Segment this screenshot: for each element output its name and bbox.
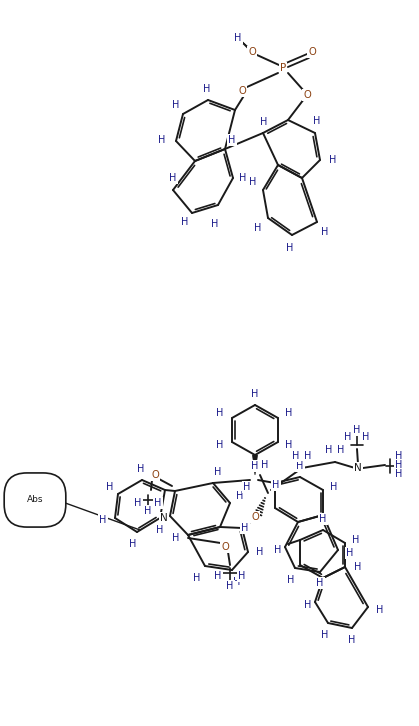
Text: H: H <box>203 84 211 94</box>
Text: H: H <box>214 467 222 477</box>
Text: H: H <box>325 445 333 455</box>
Text: H: H <box>395 469 403 479</box>
Text: H: H <box>274 545 282 555</box>
Text: H: H <box>285 440 293 450</box>
Text: H: H <box>376 605 384 615</box>
Text: H: H <box>260 117 268 127</box>
Text: O: O <box>251 512 259 522</box>
Text: O: O <box>303 90 311 100</box>
Text: H: H <box>353 425 361 435</box>
Text: H: H <box>216 408 224 418</box>
Text: H: H <box>272 480 280 490</box>
Text: H: H <box>99 515 107 525</box>
Text: H: H <box>241 523 249 533</box>
Text: O: O <box>151 470 159 480</box>
Text: H: H <box>251 461 259 471</box>
Text: P: P <box>280 63 286 73</box>
Text: H: H <box>228 135 236 145</box>
Text: N: N <box>160 513 168 523</box>
Text: H: H <box>234 33 242 43</box>
Text: H: H <box>285 408 293 418</box>
Text: H: H <box>304 451 312 461</box>
Text: H: H <box>154 498 162 508</box>
Text: H: H <box>313 116 321 126</box>
Text: H: H <box>233 577 241 587</box>
Text: H: H <box>286 243 294 253</box>
Text: H: H <box>316 578 324 588</box>
Text: Abs: Abs <box>27 496 43 505</box>
Text: O: O <box>221 542 229 552</box>
Text: H: H <box>172 100 180 110</box>
Text: H: H <box>158 135 166 145</box>
Text: H: H <box>193 573 201 583</box>
Text: H: H <box>261 460 269 470</box>
Text: H: H <box>256 547 264 557</box>
Text: H: H <box>243 482 251 492</box>
Text: H: H <box>296 461 304 471</box>
Text: H: H <box>106 482 114 492</box>
Polygon shape <box>253 455 258 475</box>
Text: H: H <box>134 498 142 508</box>
Text: H: H <box>226 581 234 591</box>
Text: H: H <box>395 460 403 470</box>
Text: H: H <box>362 432 370 442</box>
Text: O: O <box>238 86 246 96</box>
Text: H: H <box>238 571 246 581</box>
Text: H: H <box>344 432 352 442</box>
Text: H: H <box>254 223 262 233</box>
Text: H: H <box>321 630 328 640</box>
Text: H: H <box>354 562 362 572</box>
Text: H: H <box>129 539 137 549</box>
Text: H: H <box>348 635 356 645</box>
Text: H: H <box>337 445 345 455</box>
Text: H: H <box>216 440 224 450</box>
Text: H: H <box>292 451 300 461</box>
Text: H: H <box>169 173 177 183</box>
Text: H: H <box>236 491 244 501</box>
Text: H: H <box>287 575 295 585</box>
Text: H: H <box>330 482 338 492</box>
Text: H: H <box>181 217 189 227</box>
Text: H: H <box>321 227 328 237</box>
Text: H: H <box>347 548 354 558</box>
Text: H: H <box>395 451 403 461</box>
Text: H: H <box>319 514 327 524</box>
Text: H: H <box>239 173 247 183</box>
Text: N: N <box>354 463 362 473</box>
Text: H: H <box>144 506 152 516</box>
Text: O: O <box>248 47 256 57</box>
Text: H: H <box>214 571 222 581</box>
Text: H: H <box>304 600 312 610</box>
Text: H: H <box>249 177 257 187</box>
Text: H: H <box>329 155 337 165</box>
Text: H: H <box>137 464 145 474</box>
Text: H: H <box>251 389 259 399</box>
Text: H: H <box>172 533 180 543</box>
Text: H: H <box>352 535 360 545</box>
Text: H: H <box>211 219 219 229</box>
Text: O: O <box>308 47 316 57</box>
Text: H: H <box>156 525 164 535</box>
